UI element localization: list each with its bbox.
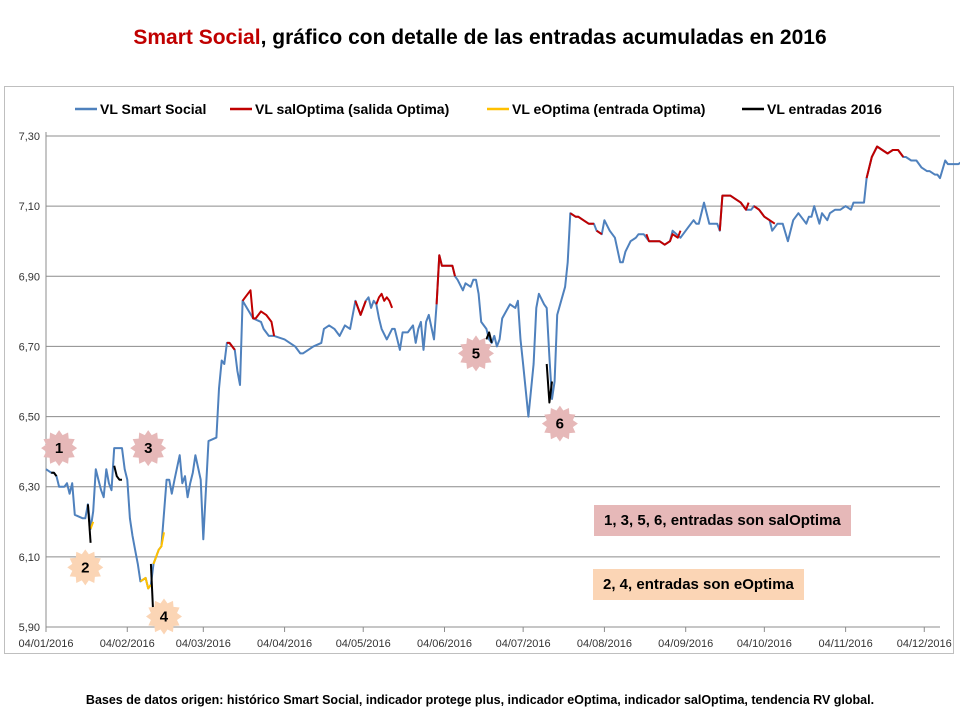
series-3-line-1 <box>86 504 92 543</box>
footer-sources: Bases de datos origen: histórico Smart S… <box>85 693 875 707</box>
marker-label-5: 5 <box>472 345 480 362</box>
marker-label-3: 3 <box>144 440 152 457</box>
series-1-line-10 <box>865 145 905 179</box>
marker-label-2: 2 <box>81 559 89 576</box>
x-tick-label: 04/01/2016 <box>18 638 73 650</box>
gridlines <box>45 132 940 628</box>
series-1-line-0 <box>226 341 236 351</box>
x-tick-label: 04/06/2016 <box>417 638 472 650</box>
y-tick-label: 6,10 <box>19 552 40 564</box>
series-1-line-2 <box>354 300 367 316</box>
x-tick-label: 04/10/2016 <box>737 638 792 650</box>
series-2-line-2 <box>152 532 165 565</box>
series-1-line-3 <box>375 292 394 309</box>
marker-label-4: 4 <box>160 608 169 625</box>
entry-markers: 1 2 3 4 5 6 <box>41 335 578 635</box>
y-tick-label: 7,30 <box>19 131 40 143</box>
series-3-line-5 <box>545 363 553 404</box>
x-tick-label: 04/09/2016 <box>658 638 713 650</box>
y-tick-label: 5,90 <box>19 622 40 634</box>
note-eoptima: 2, 4, entradas son eOptima <box>593 569 804 600</box>
marker-label-1: 1 <box>55 440 63 457</box>
marker-star-3 <box>130 430 167 467</box>
marker-star-1 <box>41 430 78 467</box>
x-tick-label: 04/08/2016 <box>577 638 632 650</box>
legend-label-2: VL eOptima (entrada Optima) <box>512 101 705 117</box>
y-tick-label: 6,90 <box>19 271 40 283</box>
x-tick-label: 04/11/2016 <box>818 638 872 650</box>
marker-star-5 <box>458 335 494 372</box>
marker-label-6: 6 <box>556 416 564 433</box>
series-2-line-0 <box>89 521 95 530</box>
legend-label-3: VL entradas 2016 <box>767 101 882 117</box>
series-1-line-7 <box>645 230 682 246</box>
series-1-line-4 <box>435 254 456 305</box>
x-axis-ticks: 04/01/2016 04/02/2016 04/03/2016 04/04/2016… <box>18 627 952 650</box>
marker-star-6 <box>541 405 578 442</box>
chart-title: Smart Social, gráfico con detalle de las… <box>0 26 960 50</box>
legend-label-0: VL Smart Social <box>100 101 206 117</box>
y-tick-label: 6,50 <box>19 412 40 424</box>
chart-frame <box>4 86 954 654</box>
series-3-line-0 <box>51 471 58 477</box>
y-tick-label: 7,10 <box>19 201 40 213</box>
y-tick-label: 6,70 <box>19 341 40 353</box>
series-1-line-6 <box>596 229 603 236</box>
series-1-line-8 <box>718 194 750 231</box>
series-2-line-1 <box>139 576 152 590</box>
marker-star-2 <box>67 549 104 586</box>
y-tick-label: 6,30 <box>19 482 40 494</box>
chart-title-rest: , gráfico con detalle de las entradas ac… <box>260 26 827 49</box>
x-tick-label: 04/04/2016 <box>257 638 312 650</box>
legend-label-1: VL salOptima (salida Optima) <box>255 101 449 117</box>
note-saloptima: 1, 3, 5, 6, entradas son salOptima <box>594 505 851 536</box>
series-1-line-5 <box>569 212 594 225</box>
x-tick-label: 04/02/2016 <box>100 638 155 650</box>
legend: VL Smart Social VL salOptima (salida Opti… <box>75 101 882 117</box>
series-lines <box>45 145 960 621</box>
x-tick-label: 04/12/2016 <box>897 638 952 650</box>
series-1-line-1 <box>241 289 276 337</box>
x-tick-label: 04/07/2016 <box>496 638 551 650</box>
x-tick-label: 04/05/2016 <box>336 638 391 650</box>
series-3-line-4 <box>485 331 493 344</box>
y-axis-ticks: 5,90 6,10 6,30 6,50 6,70 6,90 7,10 7,30 <box>19 131 40 634</box>
chart-title-brand: Smart Social <box>133 26 261 49</box>
series-0-line-0 <box>45 145 960 590</box>
x-tick-label: 04/03/2016 <box>176 638 231 650</box>
series-1-line-9 <box>753 205 776 225</box>
series-3-line-2 <box>113 465 122 481</box>
marker-star-4 <box>146 598 182 635</box>
